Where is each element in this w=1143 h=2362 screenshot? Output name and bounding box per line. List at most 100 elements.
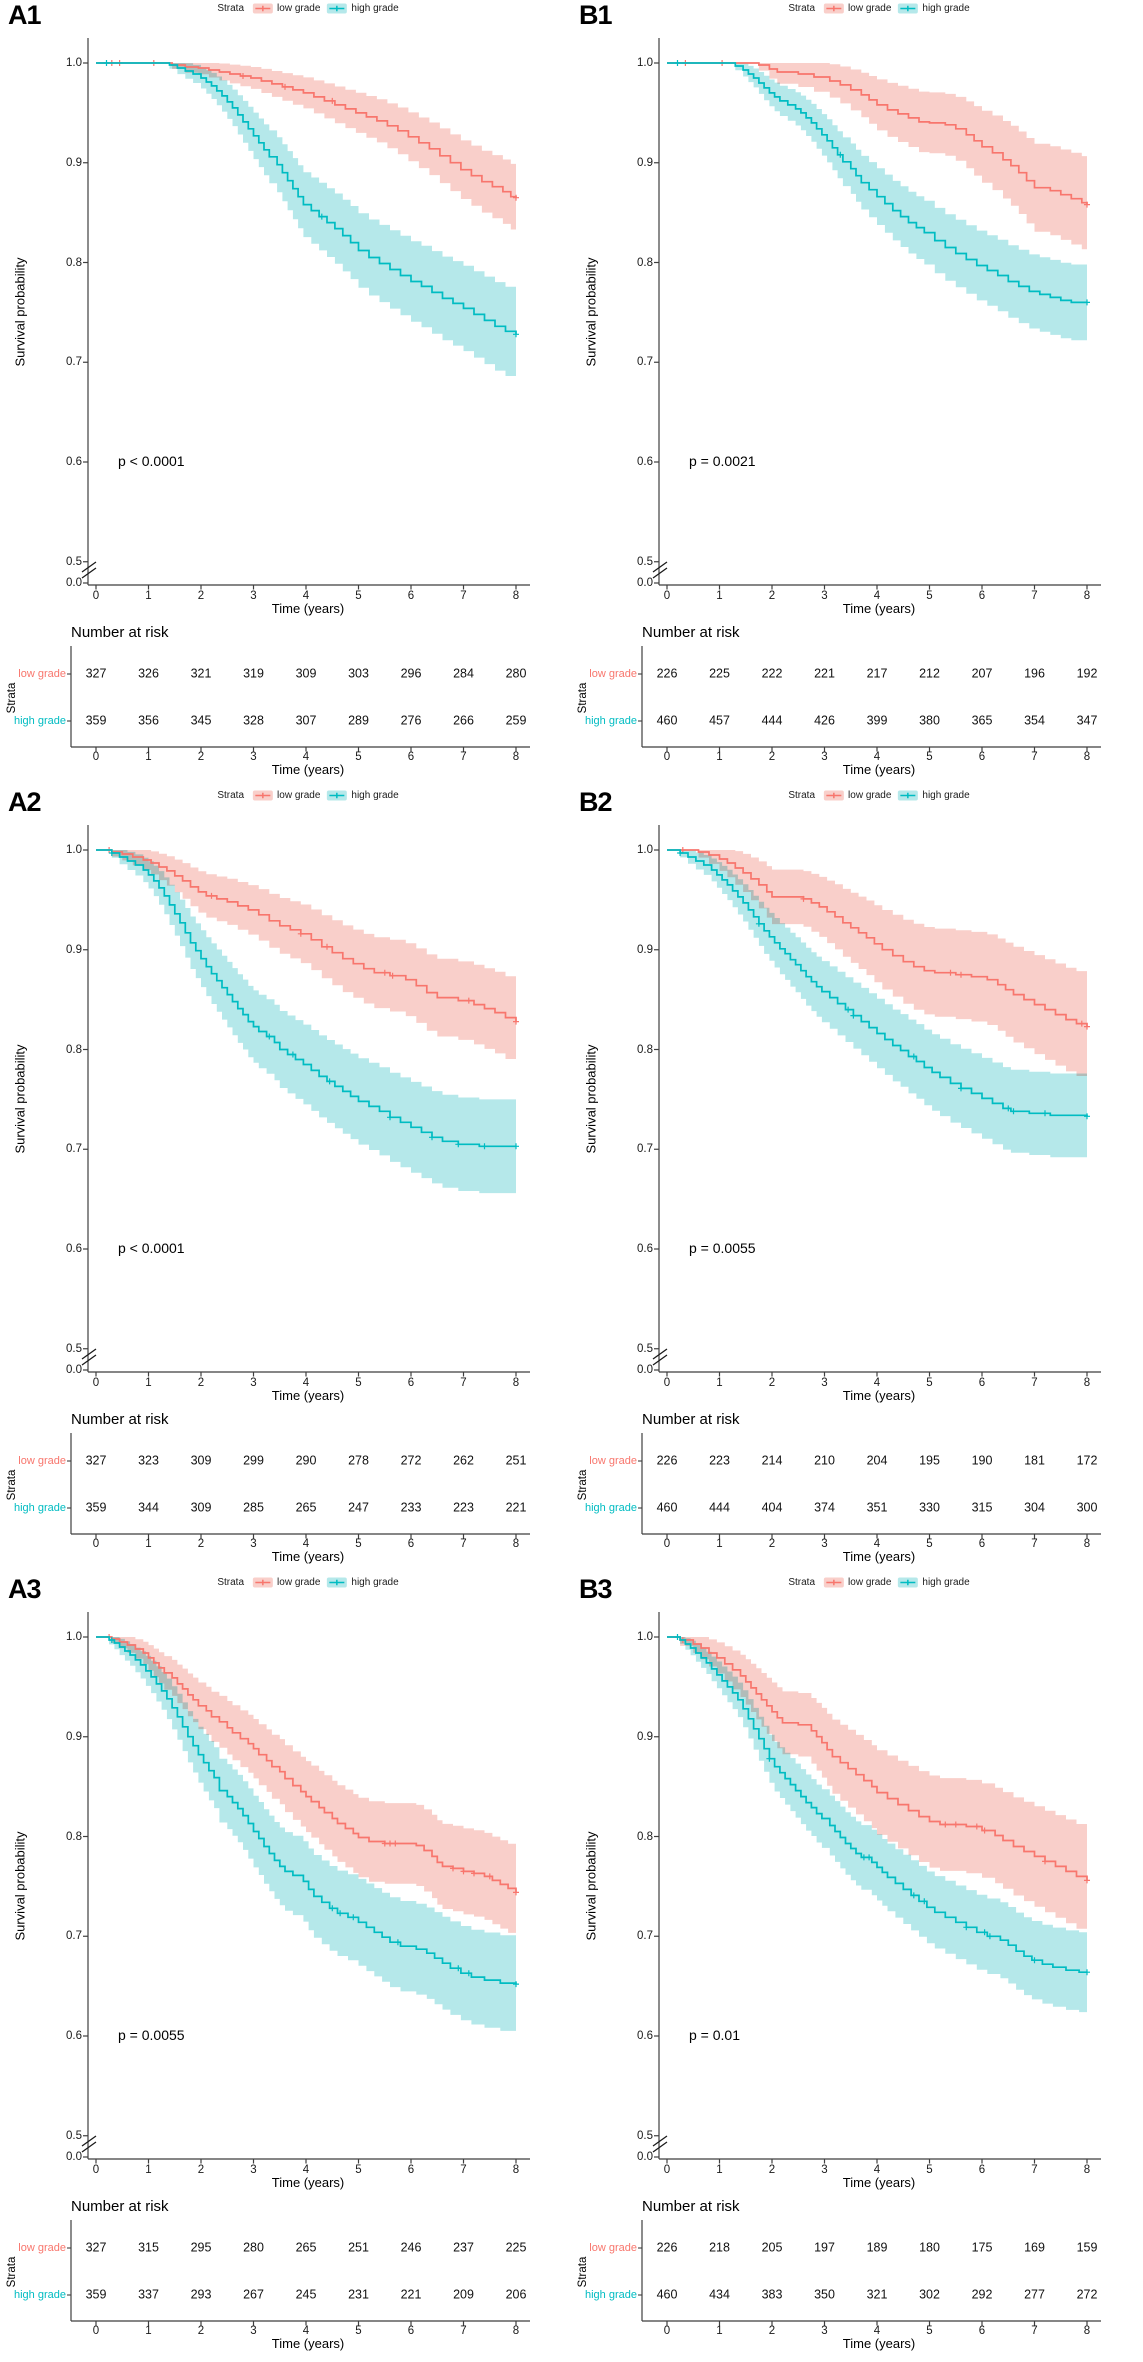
x-tick-label: 8 [512,590,520,602]
y-tick-label: 0.5 [637,2129,653,2142]
x-axis-title: Time (years) [271,2175,345,2190]
legend-key-icon [252,3,273,14]
legend-key-line [255,1579,271,1586]
risk-axis-tick-label: 8 [512,751,520,763]
x-tick-label: 4 [873,2164,881,2176]
x-tick-label: 2 [768,590,776,602]
risk-row-label: high grade [585,2289,637,2301]
risk-row-label: low grade [18,668,66,680]
legend-key-line [900,5,916,12]
legend-item-label: low grade [277,1577,321,1588]
y-tick-label: 0.9 [637,943,653,956]
risk-axis-tick-label: 3 [821,2325,828,2337]
legend-item-high-grade: high grade [326,1577,399,1588]
risk-count: 207 [971,666,993,681]
y-tick-label: 0.5 [66,1342,82,1355]
y-tick-label-zero: 0.0 [637,2151,653,2163]
risk-axis-tick-label: 3 [250,2325,257,2337]
legend-key-icon [897,1577,918,1588]
risk-table-title: Number at risk [71,2198,169,2215]
strata-legend: Strata low grade high grade [788,790,969,801]
risk-count: 175 [971,2240,993,2255]
x-tick-label: 3 [821,1377,828,1389]
legend-item-label: high grade [351,3,399,14]
risk-axis-tick-label: 1 [145,1538,152,1550]
y-tick-label: 1.0 [66,844,82,856]
km-plot-B2 [638,825,1101,1539]
x-tick-label: 7 [1031,2164,1038,2176]
risk-table-title: Number at risk [642,1411,740,1428]
x-tick-label: 2 [768,2164,776,2176]
risk-axis-title: Time (years) [842,2336,916,2351]
risk-count: 276 [400,713,422,728]
x-tick-label: 8 [512,2164,520,2176]
risk-axis-tick-label: 8 [1083,1538,1091,1550]
x-tick-label: 4 [302,2164,310,2176]
axis-break-icon [652,561,668,579]
panel-label: B2 [579,787,613,817]
risk-count: 299 [243,1453,264,1468]
confidence-band-high-grade [667,850,1087,1159]
y-tick-label: 0.5 [66,555,82,568]
x-tick-label: 2 [197,1377,205,1389]
risk-axis-tick-label: 1 [716,1538,723,1550]
legend-key-line [329,5,345,12]
legend-key-line [826,1579,842,1586]
risk-count: 460 [656,2287,678,2302]
risk-count: 426 [814,713,835,728]
risk-count: 169 [1024,2240,1045,2255]
legend-key-line [255,5,271,12]
risk-count: 460 [656,1500,678,1515]
y-tick-label: 0.8 [637,256,653,269]
panel-label: A1 [8,0,42,30]
x-tick-label: 4 [302,590,310,602]
x-tick-label: 0 [92,2164,100,2176]
risk-count: 265 [295,1500,317,1515]
x-tick-label: 6 [407,590,415,602]
risk-axis-tick-label: 8 [512,2325,520,2337]
y-tick-label: 0.5 [637,555,653,568]
x-tick-label: 8 [512,1377,520,1389]
confidence-band-high-grade [667,63,1087,341]
risk-row-label: high grade [14,2289,66,2301]
risk-count: 267 [243,2287,264,2302]
y-tick-label: 0.5 [637,1342,653,1355]
x-tick-label: 0 [663,1377,671,1389]
legend-item-label: low grade [277,3,321,14]
risk-count: 292 [971,2287,993,2302]
risk-count: 206 [505,2287,527,2302]
risk-row-label: low grade [18,1455,66,1467]
risk-axis-tick-label: 2 [197,751,205,763]
y-tick-label: 0.6 [66,2030,82,2042]
x-tick-label: 3 [250,2164,257,2176]
survival-curve-low-grade [96,849,517,1022]
y-tick-label: 0.8 [66,256,82,269]
risk-axis-tick-label: 5 [926,2325,933,2337]
x-tick-label: 1 [716,2164,723,2176]
y-tick-label: 0.6 [66,456,82,468]
x-tick-label: 7 [460,1377,467,1389]
risk-count: 231 [348,2287,369,2302]
risk-count: 222 [761,666,783,681]
risk-table-title: Number at risk [71,1411,169,1428]
risk-axis-tick-label: 2 [768,2325,776,2337]
legend-item-high-grade: high grade [326,790,399,801]
y-tick-label-zero: 0.0 [66,577,82,589]
risk-row-label: high grade [585,715,637,727]
risk-count: 295 [190,2240,212,2255]
risk-axis-tick-label: 8 [512,1538,520,1550]
risk-count: 327 [85,1453,107,1468]
x-tick-label: 7 [1031,1377,1038,1389]
censor-marks-high-grade [674,1634,1090,1976]
p-value-annotation: p = 0.01 [689,2027,740,2043]
x-tick-label: 1 [716,590,723,602]
axis-break-icon [81,1348,97,1366]
risk-count: 223 [709,1453,730,1468]
risk-count: 233 [400,1500,422,1515]
risk-count: 300 [1076,1500,1098,1515]
legend-key-line [826,5,842,12]
risk-count: 272 [1076,2287,1098,2302]
legend-key-icon [897,790,918,801]
risk-count: 181 [1024,1453,1045,1468]
censor-marks-low-grade [679,847,1090,1030]
